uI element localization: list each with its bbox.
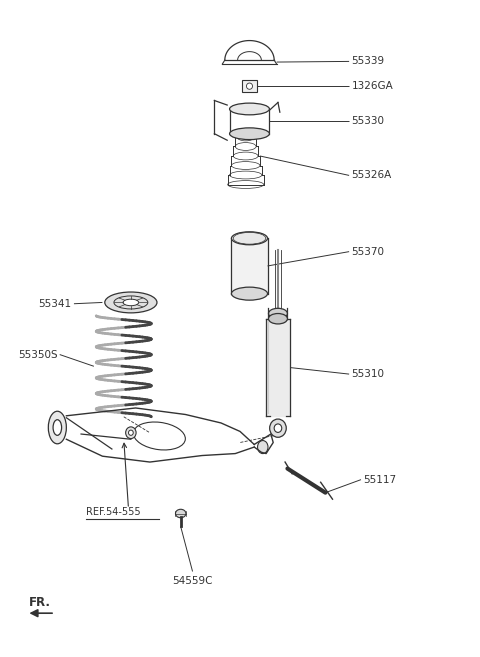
Ellipse shape bbox=[268, 313, 288, 324]
Ellipse shape bbox=[274, 424, 282, 432]
Text: 55350S: 55350S bbox=[18, 350, 57, 359]
Text: 55117: 55117 bbox=[363, 474, 396, 485]
Ellipse shape bbox=[231, 287, 267, 300]
Text: 55339: 55339 bbox=[351, 57, 384, 66]
Ellipse shape bbox=[126, 427, 136, 439]
Bar bbox=[231, 238, 267, 294]
Text: 55330: 55330 bbox=[351, 116, 384, 126]
Ellipse shape bbox=[270, 419, 286, 438]
Text: FR.: FR. bbox=[29, 596, 51, 608]
Bar bbox=[265, 319, 290, 417]
Ellipse shape bbox=[229, 128, 269, 139]
Ellipse shape bbox=[53, 420, 61, 436]
Text: REF.54-555: REF.54-555 bbox=[86, 507, 141, 517]
Ellipse shape bbox=[123, 299, 139, 306]
Ellipse shape bbox=[105, 292, 157, 313]
Ellipse shape bbox=[246, 83, 252, 89]
Text: 54559C: 54559C bbox=[172, 576, 213, 586]
Text: 55326A: 55326A bbox=[351, 170, 392, 181]
Ellipse shape bbox=[129, 430, 133, 436]
FancyBboxPatch shape bbox=[242, 80, 257, 93]
Ellipse shape bbox=[176, 509, 186, 518]
Ellipse shape bbox=[231, 232, 267, 245]
Ellipse shape bbox=[258, 441, 268, 453]
Ellipse shape bbox=[268, 308, 288, 319]
Text: 55310: 55310 bbox=[351, 369, 384, 379]
Text: 55341: 55341 bbox=[38, 299, 72, 309]
Ellipse shape bbox=[48, 411, 66, 444]
Text: 1326GA: 1326GA bbox=[351, 81, 393, 91]
Text: 55370: 55370 bbox=[351, 246, 384, 257]
Ellipse shape bbox=[229, 103, 269, 115]
